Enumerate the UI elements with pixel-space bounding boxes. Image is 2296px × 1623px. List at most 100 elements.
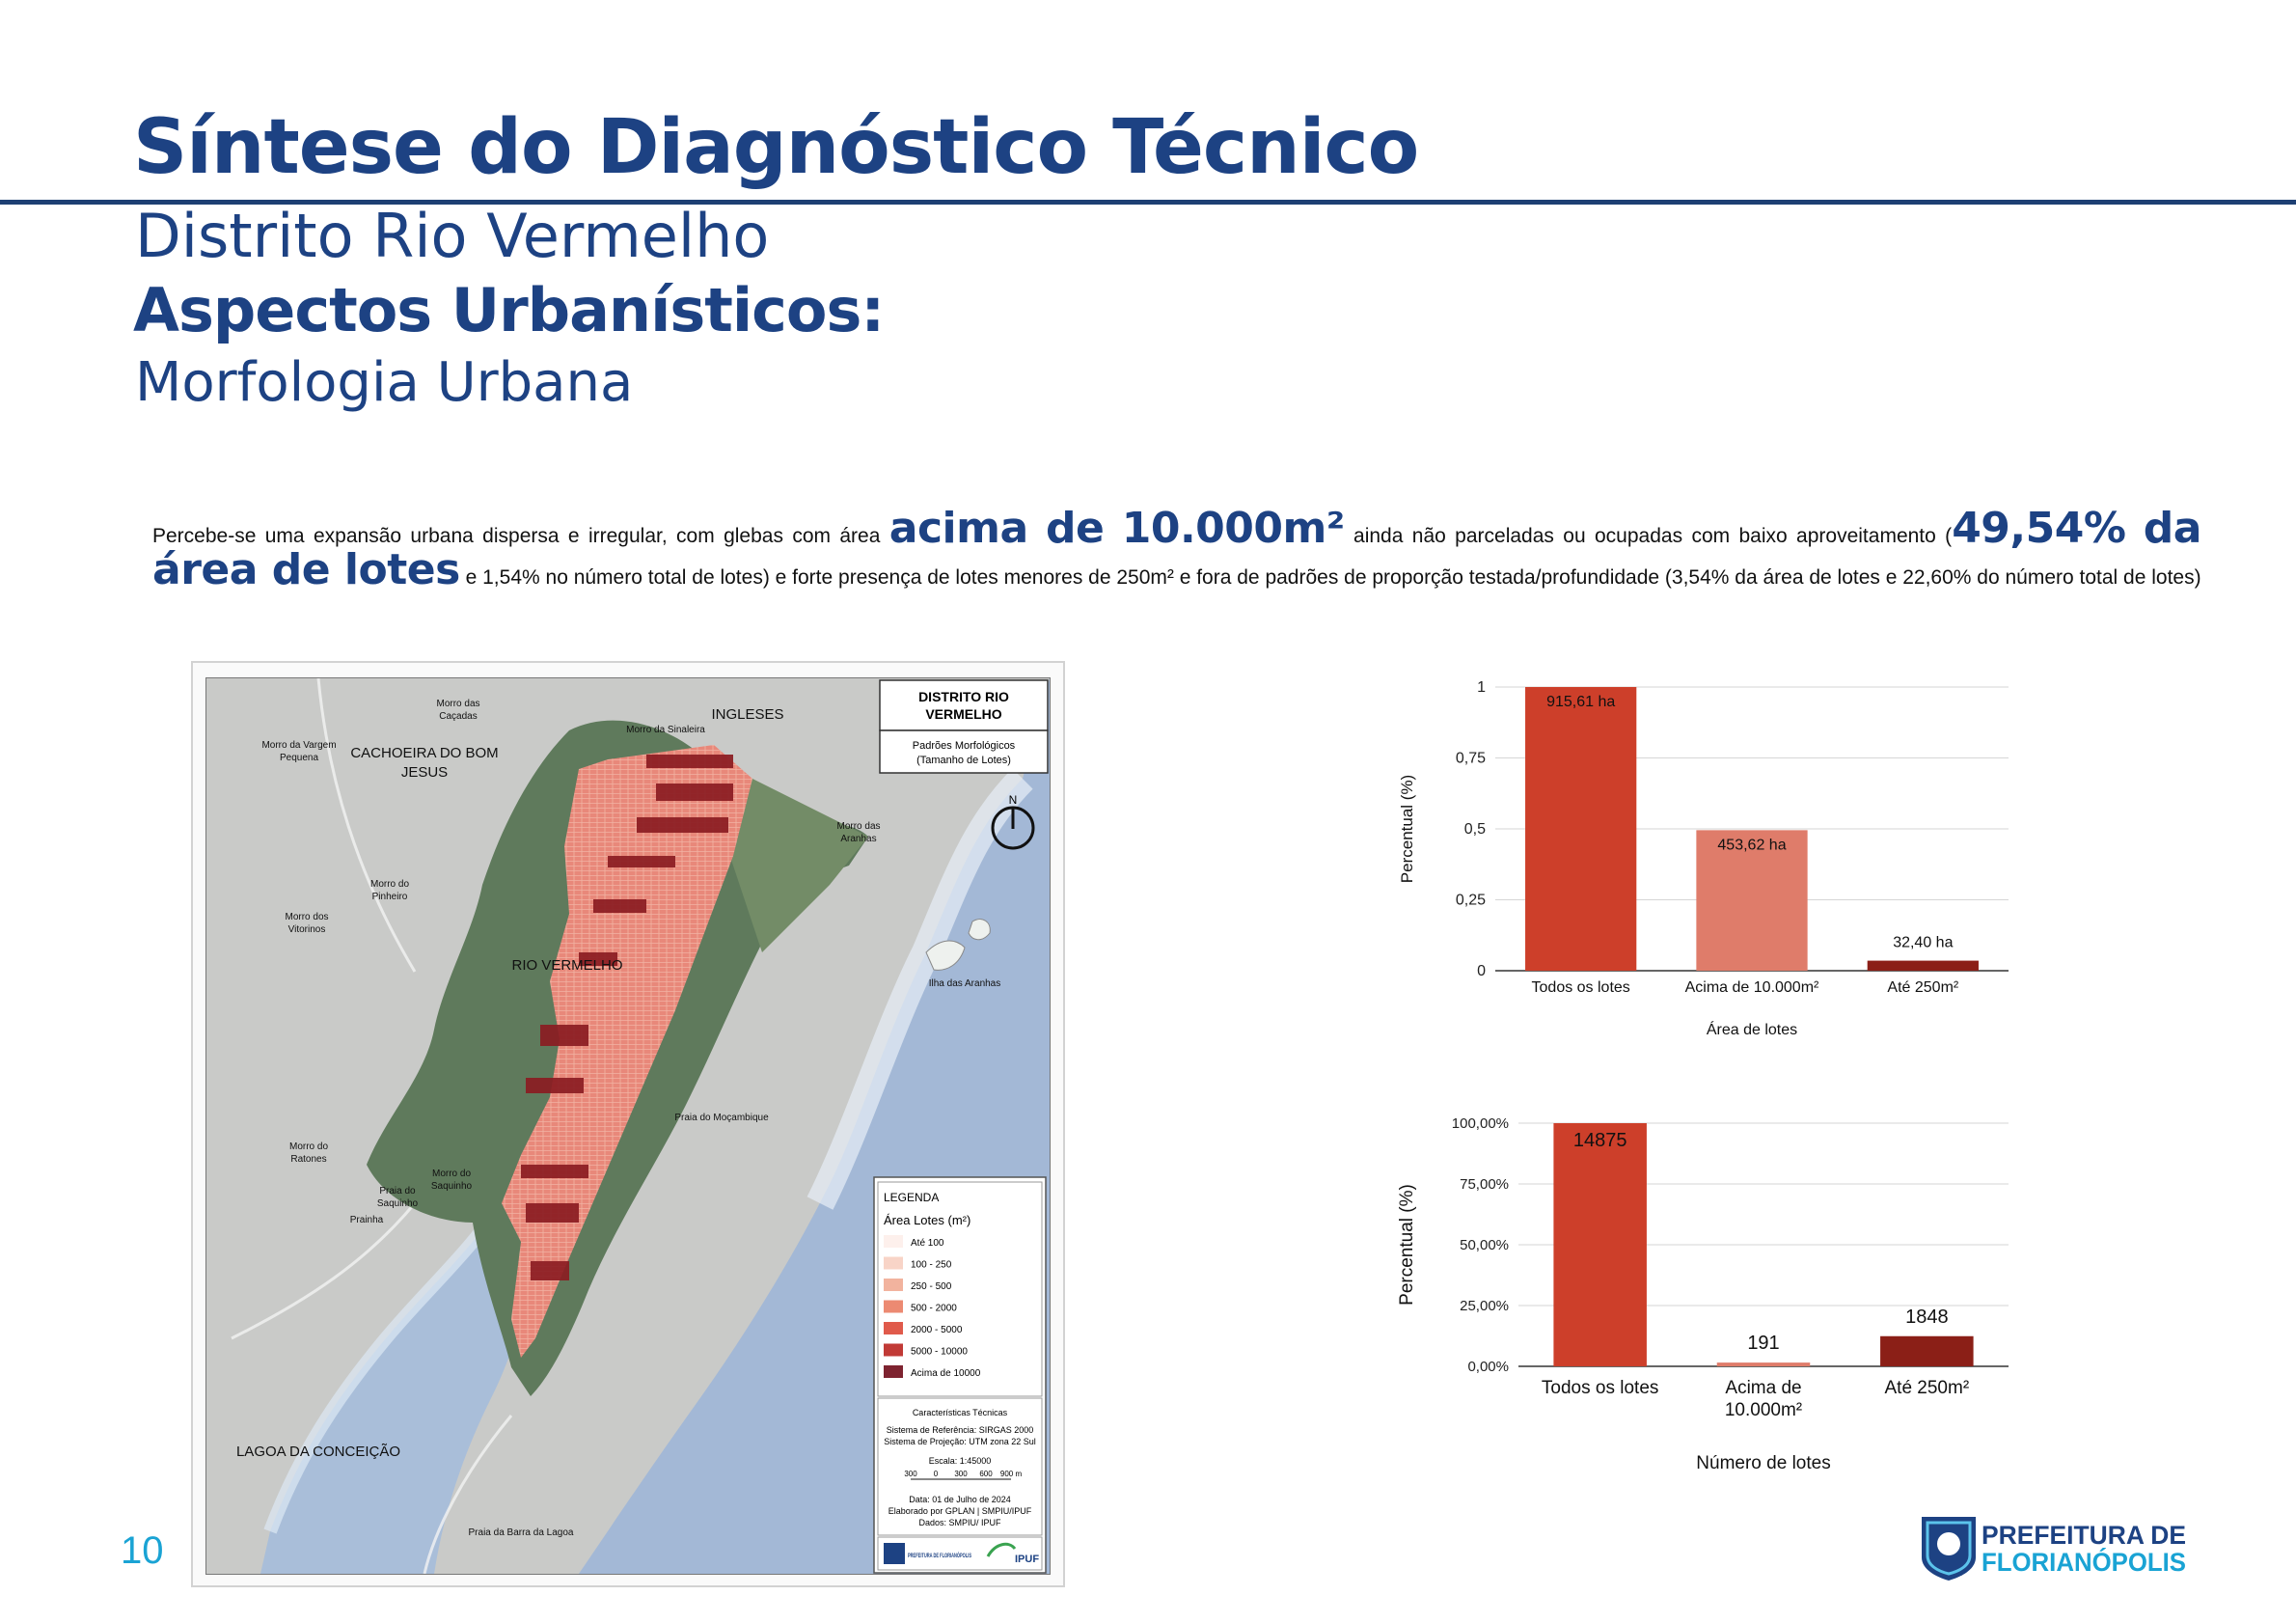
north-arrow-icon: N xyxy=(991,793,1035,850)
ilha-das-aranhas xyxy=(925,919,991,971)
bar xyxy=(1716,1362,1811,1366)
bar xyxy=(1553,1123,1647,1366)
map-prefeitura-logo: PREFEITURA DE FLORIANÓPOLIS xyxy=(884,1543,971,1564)
label-lagoa: LAGOA DA CONCEIÇÃO xyxy=(236,1444,400,1460)
morphology-map: INGLESES CACHOEIRA DO BOM JESUS RIO VERM… xyxy=(191,661,1065,1587)
label-mocambique: Praia do Moçambique xyxy=(674,1113,769,1123)
y-tick-label: 50,00% xyxy=(1460,1237,1509,1253)
y-tick-label: 0 xyxy=(1477,963,1486,979)
label-pinheiro-1: Morro do xyxy=(370,879,409,890)
data-label: 14875 xyxy=(1573,1130,1627,1151)
map-ipuf-logo: IPUF xyxy=(986,1542,1039,1565)
label-cacadas-1: Morro das xyxy=(436,699,479,709)
label-pinheiro-2: Pinheiro xyxy=(372,892,408,902)
tech-author: Elaborado por GPLAN | SMPIU/IPUF xyxy=(888,1506,1032,1516)
label-msaquinho-2: Saquinho xyxy=(431,1181,473,1192)
category-label: 10.000m² xyxy=(1725,1400,1802,1420)
label-prainha: Prainha xyxy=(350,1215,384,1225)
category-label: Até 250m² xyxy=(1887,979,1958,996)
legend-label: 250 - 500 xyxy=(911,1281,952,1292)
area-chart: 0 0,25 0,5 0,75 1 915,61 ha Todos os lotes 453,… xyxy=(1398,679,2009,1038)
tech-scale: Escala: 1:45000 xyxy=(929,1456,992,1466)
y-tick-label: 1 xyxy=(1477,679,1486,696)
label-sinaleira: Morro da Sinaleira xyxy=(626,725,705,735)
map-title-line1: DISTRITO RIO xyxy=(918,689,1009,704)
tech-date: Data: 01 de Julho de 2024 xyxy=(909,1495,1011,1504)
label-ratones-1: Morro do xyxy=(289,1142,328,1152)
scale-tick-label: 600 xyxy=(979,1470,993,1478)
bar xyxy=(1880,1335,1974,1366)
north-label: N xyxy=(1009,793,1018,807)
tech-title: Características Técnicas xyxy=(913,1408,1008,1417)
paragraph-text-2: ainda não parceladas ou ocupadas com bai… xyxy=(1344,525,1953,547)
scale-tick-label: 900 m xyxy=(1000,1470,1023,1478)
label-aranhas-2: Aranhas xyxy=(840,834,876,844)
tech-line2: Sistema de Projeção: UTM zona 22 Sul xyxy=(884,1437,1036,1446)
scale-tick-label: 0 xyxy=(934,1470,939,1478)
y-tick-label: 100,00% xyxy=(1452,1115,1509,1132)
label-saquinho-1: Praia do xyxy=(379,1186,416,1197)
label-cachoeira-1: CACHOEIRA DO BOM xyxy=(350,745,498,761)
page-title: Síntese do Diagnóstico Técnico xyxy=(133,104,1419,191)
subsection-heading: Morfologia Urbana xyxy=(135,351,634,414)
legend-swatch xyxy=(884,1343,903,1357)
highlight-percent-area: 49,54% da área de lotes xyxy=(152,504,2202,594)
bar xyxy=(1696,830,1808,971)
label-saquinho-2: Saquinho xyxy=(377,1198,419,1209)
data-label: 191 xyxy=(1747,1333,1779,1354)
label-vargem-2: Pequena xyxy=(280,753,318,763)
data-label: 1848 xyxy=(1905,1307,1949,1328)
legend-label: 100 - 250 xyxy=(911,1260,952,1271)
logo-line1: PREFEITURA DE xyxy=(1982,1521,2186,1550)
legend-swatch xyxy=(884,1322,903,1334)
map-title-line2: VERMELHO xyxy=(925,706,1001,722)
paragraph-text-3: e 1,54% no número total de lotes) e fort… xyxy=(459,566,2201,589)
label-vitorinos-1: Morro dos xyxy=(285,912,328,922)
legend-swatch xyxy=(884,1235,903,1248)
label-msaquinho-1: Morro do xyxy=(432,1169,471,1179)
legend-swatch xyxy=(884,1256,903,1270)
y-tick-label: 0,75 xyxy=(1456,751,1486,767)
prefeitura-logo: PREFEITURA DE FLORIANÓPOLIS xyxy=(1922,1517,2186,1581)
data-label: 453,62 ha xyxy=(1717,837,1786,853)
category-label: Acima de 10.000m² xyxy=(1685,979,1819,996)
label-vargem-1: Morro da Vargem xyxy=(261,740,336,751)
legend-label: 500 - 2000 xyxy=(911,1304,957,1314)
highlight-area-above: acima de 10.000m² xyxy=(888,504,1345,553)
logo-line2: FLORIANÓPOLIS xyxy=(1982,1547,2186,1577)
bar xyxy=(1525,687,1637,971)
y-axis-label: Percentual (%) xyxy=(1397,1184,1417,1306)
legend-label: 5000 - 10000 xyxy=(911,1347,968,1358)
map-legend: LEGENDA Área Lotes (m²) Até 100 100 - 250… xyxy=(873,1176,1047,1574)
map-prefeitura-logo-text: PREFEITURA DE FLORIANÓPOLIS xyxy=(908,1552,971,1559)
label-cachoeira-2: JESUS xyxy=(401,764,448,781)
section-heading: Aspectos Urbanísticos: xyxy=(133,275,885,345)
paragraph-text-1: Percebe-se uma expansão urbana dispersa … xyxy=(152,525,889,547)
summary-paragraph: Percebe-se uma expansão urbana dispersa … xyxy=(152,508,2202,594)
legend-subtitle: Área Lotes (m²) xyxy=(884,1213,970,1227)
legend-label: Acima de 10000 xyxy=(911,1368,981,1379)
y-tick-label: 25,00% xyxy=(1460,1298,1509,1314)
y-axis-label: Percentual (%) xyxy=(1398,775,1416,883)
count-chart: 0,00% 25,00% 50,00% 75,00% 100,00% 14875 Todos… xyxy=(1397,1115,2009,1473)
legend-label: Até 100 xyxy=(911,1238,944,1249)
y-tick-label: 0,5 xyxy=(1464,821,1486,838)
label-vitorinos-2: Vitorinos xyxy=(288,924,326,935)
y-tick-label: 0,00% xyxy=(1467,1359,1509,1375)
legend-swatch xyxy=(884,1300,903,1313)
scale-tick-label: 300 xyxy=(954,1470,968,1478)
lagoon xyxy=(260,1184,540,1574)
y-tick-label: 75,00% xyxy=(1460,1176,1509,1193)
tech-source: Dados: SMPIU/ IPUF xyxy=(918,1518,1001,1527)
legend-swatch xyxy=(884,1365,903,1378)
map-subtitle-line2: (Tamanho de Lotes) xyxy=(916,755,1011,766)
district-subtitle: Distrito Rio Vermelho xyxy=(135,201,770,271)
x-axis-label: Área de lotes xyxy=(1707,1020,1797,1038)
label-cacadas-2: Caçadas xyxy=(439,711,477,722)
page-number: 10 xyxy=(121,1529,164,1572)
category-label: Até 250m² xyxy=(1885,1378,1970,1398)
title-divider xyxy=(0,200,2296,205)
tech-line1: Sistema de Referência: SIRGAS 2000 xyxy=(887,1425,1034,1435)
label-ilha: Ilha das Aranhas xyxy=(929,978,1001,989)
scale-tick-label: 300 xyxy=(904,1470,917,1478)
